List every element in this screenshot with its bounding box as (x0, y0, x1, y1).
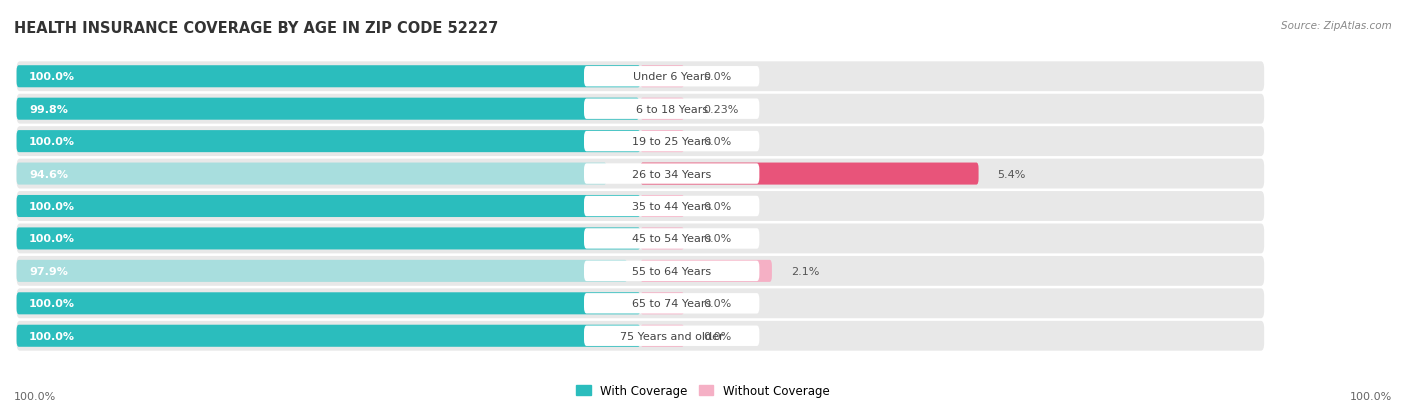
Text: 5.4%: 5.4% (997, 169, 1026, 179)
Text: 100.0%: 100.0% (30, 202, 75, 211)
FancyBboxPatch shape (17, 228, 640, 250)
Text: HEALTH INSURANCE COVERAGE BY AGE IN ZIP CODE 52227: HEALTH INSURANCE COVERAGE BY AGE IN ZIP … (14, 21, 498, 36)
Text: 100.0%: 100.0% (30, 299, 75, 309)
FancyBboxPatch shape (640, 228, 685, 250)
FancyBboxPatch shape (17, 159, 1264, 189)
Text: 94.6%: 94.6% (30, 169, 67, 179)
FancyBboxPatch shape (583, 293, 759, 314)
Text: 45 to 54 Years: 45 to 54 Years (633, 234, 711, 244)
Legend: With Coverage, Without Coverage: With Coverage, Without Coverage (572, 379, 834, 401)
Text: 97.9%: 97.9% (30, 266, 67, 276)
FancyBboxPatch shape (17, 289, 1264, 318)
Text: 0.0%: 0.0% (703, 137, 731, 147)
FancyBboxPatch shape (17, 292, 640, 315)
FancyBboxPatch shape (17, 256, 1264, 286)
Text: 0.0%: 0.0% (703, 299, 731, 309)
FancyBboxPatch shape (17, 62, 1264, 92)
Text: 0.0%: 0.0% (703, 72, 731, 82)
FancyBboxPatch shape (17, 127, 1264, 157)
Text: 19 to 25 Years: 19 to 25 Years (633, 137, 711, 147)
Text: 75 Years and older: 75 Years and older (620, 331, 724, 341)
Text: 26 to 34 Years: 26 to 34 Years (633, 169, 711, 179)
Text: 100.0%: 100.0% (1350, 391, 1392, 401)
FancyBboxPatch shape (583, 229, 759, 249)
FancyBboxPatch shape (640, 325, 685, 347)
Text: 100.0%: 100.0% (30, 72, 75, 82)
FancyBboxPatch shape (17, 224, 1264, 254)
FancyBboxPatch shape (583, 326, 759, 346)
FancyBboxPatch shape (640, 98, 685, 121)
FancyBboxPatch shape (17, 163, 606, 185)
Text: 0.0%: 0.0% (703, 331, 731, 341)
Text: 100.0%: 100.0% (30, 331, 75, 341)
Text: 0.0%: 0.0% (703, 202, 731, 211)
FancyBboxPatch shape (640, 195, 685, 218)
FancyBboxPatch shape (583, 99, 759, 120)
Text: 100.0%: 100.0% (30, 137, 75, 147)
Text: 99.8%: 99.8% (30, 104, 67, 114)
FancyBboxPatch shape (640, 163, 979, 185)
Text: Source: ZipAtlas.com: Source: ZipAtlas.com (1281, 21, 1392, 31)
Text: 6 to 18 Years: 6 to 18 Years (636, 104, 707, 114)
FancyBboxPatch shape (17, 192, 1264, 221)
FancyBboxPatch shape (640, 260, 772, 282)
FancyBboxPatch shape (583, 261, 759, 281)
Text: 0.23%: 0.23% (703, 104, 738, 114)
FancyBboxPatch shape (17, 321, 1264, 351)
FancyBboxPatch shape (640, 131, 685, 153)
Text: 55 to 64 Years: 55 to 64 Years (633, 266, 711, 276)
FancyBboxPatch shape (17, 131, 640, 153)
Text: 2.1%: 2.1% (790, 266, 820, 276)
Text: 100.0%: 100.0% (14, 391, 56, 401)
Text: 35 to 44 Years: 35 to 44 Years (633, 202, 711, 211)
FancyBboxPatch shape (17, 260, 627, 282)
FancyBboxPatch shape (17, 98, 640, 121)
Text: 100.0%: 100.0% (30, 234, 75, 244)
FancyBboxPatch shape (583, 196, 759, 217)
FancyBboxPatch shape (17, 325, 640, 347)
FancyBboxPatch shape (17, 195, 640, 218)
FancyBboxPatch shape (640, 292, 685, 315)
FancyBboxPatch shape (583, 67, 759, 87)
FancyBboxPatch shape (17, 95, 1264, 124)
Text: Under 6 Years: Under 6 Years (633, 72, 710, 82)
FancyBboxPatch shape (17, 66, 640, 88)
Text: 0.0%: 0.0% (703, 234, 731, 244)
FancyBboxPatch shape (583, 164, 759, 184)
Text: 65 to 74 Years: 65 to 74 Years (633, 299, 711, 309)
FancyBboxPatch shape (583, 132, 759, 152)
FancyBboxPatch shape (640, 66, 685, 88)
